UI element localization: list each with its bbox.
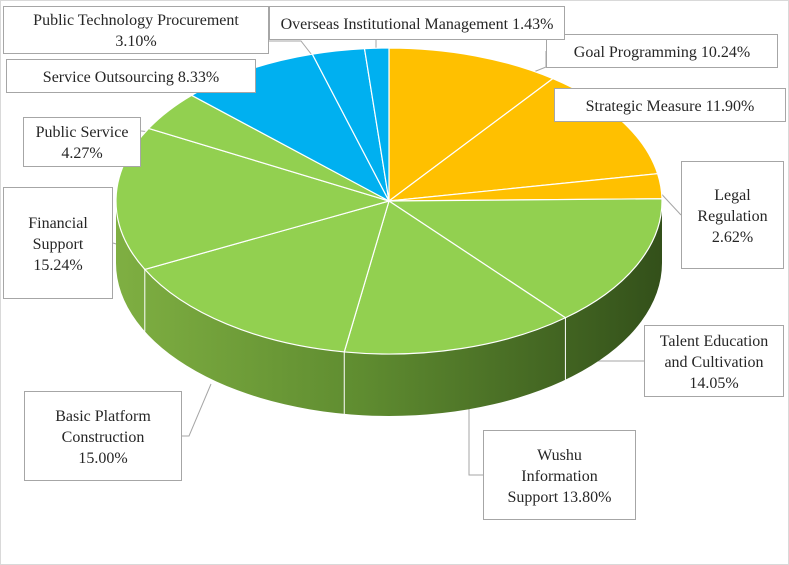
- data-label-line: 4.27%: [61, 145, 103, 162]
- leader-line-wushu-information-support: [468, 406, 483, 476]
- data-label-talent-education-and-cultivation: Talent Education and Cultivation 14.05%: [644, 325, 784, 397]
- data-label-line: Construction: [61, 428, 145, 446]
- pie-slice-talent-education-and-cultivation: [387, 198, 663, 319]
- data-label-line: 15.00%: [78, 449, 128, 467]
- data-label-strategic-measure: Strategic Measure 11.90%: [554, 88, 786, 122]
- data-label-legal-regulation: Legal Regulation 2.62%: [681, 161, 784, 269]
- data-label-overseas-institutional-management: Overseas Institutional Management 1.43%: [269, 6, 565, 40]
- data-label-line: Information: [521, 467, 598, 485]
- data-label-line: Wushu: [537, 446, 582, 464]
- data-label-line: Support: [32, 235, 84, 253]
- pie-slice-wushu-information-support: [343, 200, 567, 355]
- data-label-line: 14.05%: [689, 374, 739, 392]
- data-label-line: Public Service: [35, 124, 129, 141]
- data-label-line: Basic Platform: [55, 407, 151, 425]
- data-label-line: 15.24%: [33, 256, 83, 274]
- data-label-line: Goal Programming 10.24%: [573, 43, 751, 61]
- data-label-line: Public Technology Procurement: [33, 12, 239, 29]
- data-label-service-outsourcing: Service Outsourcing 8.33%: [6, 59, 256, 93]
- data-label-wushu-information-support: Wushu Information Support 13.80%: [483, 430, 636, 520]
- data-label-basic-platform-construction: Basic Platform Construction 15.00%: [24, 391, 182, 481]
- data-label-financial-support: Financial Support 15.24%: [3, 187, 113, 299]
- pie-slice-goal-programming: [388, 47, 555, 203]
- data-label-line: Strategic Measure 11.90%: [585, 97, 755, 115]
- data-label-line: Service Outsourcing 8.33%: [42, 68, 220, 86]
- leader-line-basic-platform-construction: [182, 383, 212, 437]
- data-label-line: Talent Education: [659, 332, 769, 350]
- data-label-line: 2.62%: [711, 228, 754, 246]
- pie-slice-overseas-institutional-management: [363, 47, 390, 202]
- data-label-line: Legal: [714, 186, 751, 204]
- data-label-public-service: Public Service 4.27%: [23, 117, 141, 167]
- data-label-line: Support 13.80%: [507, 488, 612, 506]
- data-label-line: and Cultivation: [664, 353, 764, 371]
- data-label-line: Overseas Institutional Management 1.43%: [280, 15, 554, 33]
- data-label-public-technology-procurement: Public Technology Procurement 3.10%: [3, 6, 269, 54]
- data-label-line: Regulation: [697, 207, 768, 225]
- data-label-line: Financial: [28, 214, 88, 232]
- pie-slice-basic-platform-construction: [143, 200, 390, 353]
- pie-side-wall: [116, 201, 662, 416]
- data-label-goal-programming: Goal Programming 10.24%: [546, 34, 778, 68]
- data-label-line: 3.10%: [115, 33, 157, 50]
